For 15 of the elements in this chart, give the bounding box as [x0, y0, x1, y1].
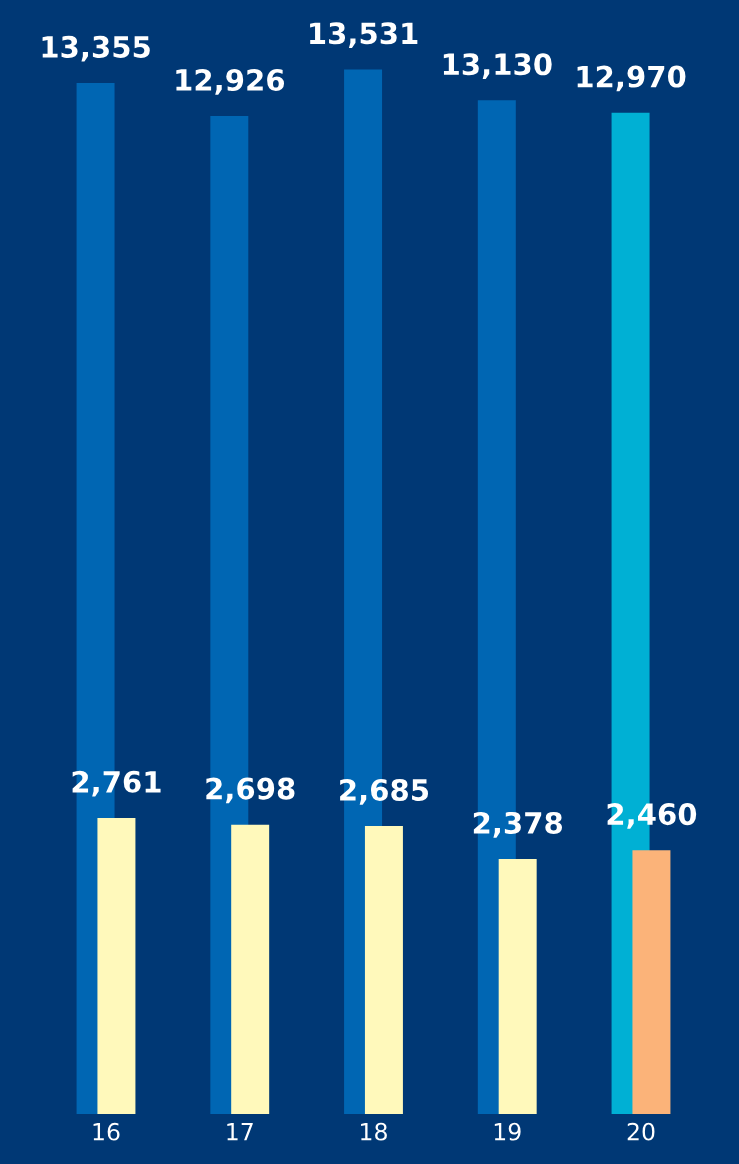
- x-tick-label: 17: [227, 1123, 253, 1141]
- data-label: 2,378: [473, 811, 562, 838]
- data-label: 2,698: [206, 777, 295, 804]
- data-label: 12,970: [577, 65, 686, 92]
- x-tick-label: 19: [494, 1122, 521, 1141]
- x-tick-label: 18: [361, 1122, 387, 1141]
- x-tick-label: 20: [627, 1122, 655, 1141]
- data-label: 13,130: [443, 53, 552, 79]
- data-label: 13,531: [310, 22, 418, 49]
- x-tick-label: 16: [93, 1122, 120, 1141]
- data-label: 2,685: [340, 778, 429, 805]
- data-label: 13,355: [42, 35, 150, 62]
- data-label: 2,460: [607, 803, 697, 829]
- data-label: 12,926: [176, 68, 285, 95]
- data-label: 2,761: [72, 770, 161, 797]
